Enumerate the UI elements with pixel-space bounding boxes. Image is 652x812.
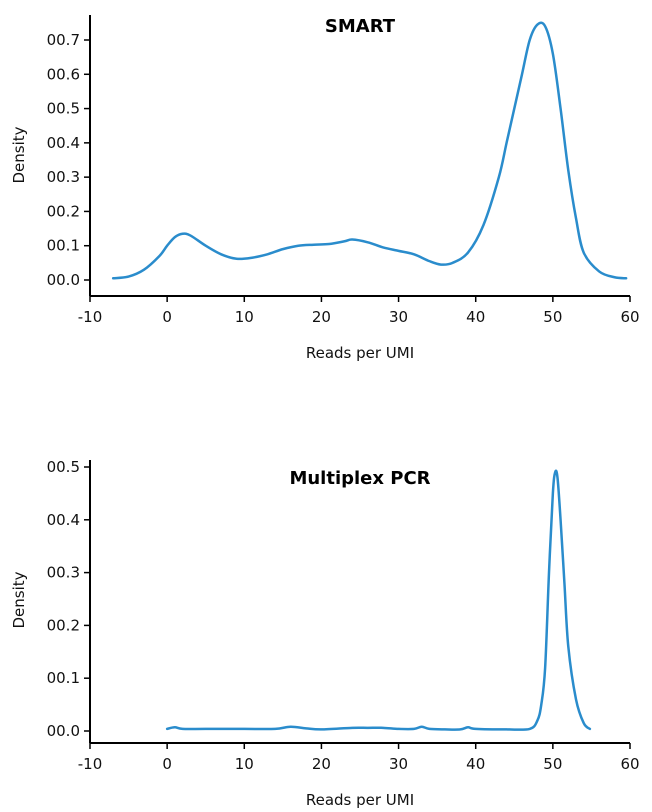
y-tick-label: 00.3 <box>47 168 80 186</box>
chart-title: Multiplex PCR <box>289 468 430 489</box>
x-axis-title: Reads per UMI <box>306 344 414 362</box>
y-tick-label: 00.3 <box>47 564 80 582</box>
x-tick-label: 40 <box>466 308 485 326</box>
y-axis-title: Density <box>10 571 28 628</box>
x-tick-label: 20 <box>312 755 331 773</box>
x-tick-label: 60 <box>620 755 639 773</box>
y-tick-label: 00.4 <box>47 511 80 529</box>
x-axis-title: Reads per UMI <box>306 791 414 809</box>
chart-title: SMART <box>325 16 396 37</box>
y-tick-label: 00.1 <box>47 669 80 687</box>
x-tick-label: 10 <box>235 755 254 773</box>
density-line <box>165 469 592 731</box>
y-axis-title: Density <box>10 126 28 183</box>
x-tick-label: 50 <box>543 308 562 326</box>
x-tick-label: -10 <box>78 755 103 773</box>
y-tick-label: 00.5 <box>47 458 80 476</box>
y-tick-label: 00.4 <box>47 134 80 152</box>
x-tick-label: 0 <box>162 308 172 326</box>
y-tick-label: 00.2 <box>47 616 80 634</box>
y-tick-label: 00.2 <box>47 202 80 220</box>
chart-smart: -10 0 10 20 30 40 50 60 00.0 00.1 00.2 00.3 00.4 00.5… <box>10 15 640 362</box>
x-tick-label: 20 <box>312 308 331 326</box>
x-tick-label: -10 <box>78 308 103 326</box>
x-tick-label: 30 <box>389 308 408 326</box>
y-tick-label: 00.0 <box>47 271 80 289</box>
y-tick-label: 00.6 <box>47 65 80 83</box>
x-tick-label: 10 <box>235 308 254 326</box>
y-tick-label: 00.1 <box>47 237 80 255</box>
x-tick-label: 50 <box>543 755 562 773</box>
density-line <box>111 21 628 280</box>
x-tick-label: 0 <box>162 755 172 773</box>
x-tick-label: 30 <box>389 755 408 773</box>
x-tick-label: 40 <box>466 755 485 773</box>
y-tick-label: 00.0 <box>47 722 80 740</box>
y-tick-label: 00.7 <box>47 31 80 49</box>
y-tick-label: 00.5 <box>47 100 80 118</box>
chart-multiplex-pcr: -10 0 10 20 30 40 50 60 00.0 00.1 00.2 00.3 00.4 00.5… <box>10 458 640 809</box>
x-tick-label: 60 <box>620 308 639 326</box>
